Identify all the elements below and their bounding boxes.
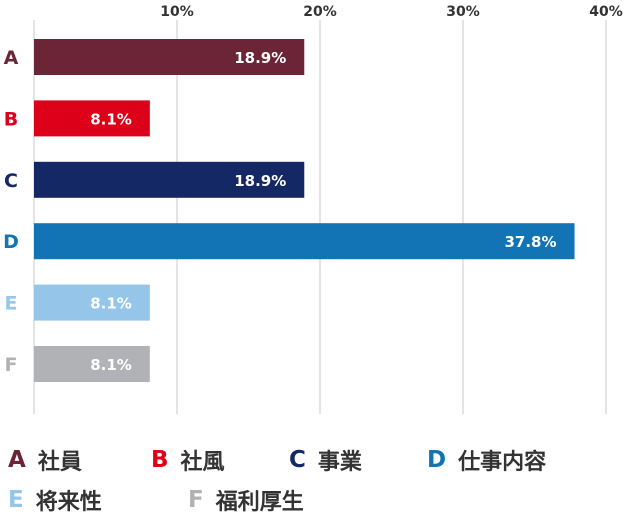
legend-letter-c: C bbox=[289, 447, 306, 473]
bars bbox=[34, 39, 575, 382]
bar-a bbox=[34, 39, 305, 75]
legend-label-c: 事業 bbox=[317, 450, 362, 475]
bar-value-label: 37.8% bbox=[504, 233, 556, 251]
x-tick-label: 30% bbox=[446, 4, 480, 20]
legend-letter-a: A bbox=[8, 447, 26, 473]
legend-letter-e: E bbox=[8, 487, 24, 513]
legend-item-d: D 仕事内容 bbox=[427, 444, 546, 476]
legend-letter-f: F bbox=[188, 487, 204, 513]
category-label: C bbox=[4, 170, 18, 192]
x-tick-label: 20% bbox=[303, 4, 337, 20]
bar-value-labels: 18.9% 8.1% 18.9% 37.8% 8.1% 8.1% bbox=[90, 49, 556, 374]
legend-item-a: A 社員 bbox=[8, 444, 151, 476]
legend-item-c: C 事業 bbox=[289, 444, 427, 476]
category-label: D bbox=[3, 231, 19, 253]
legend-item-b: B 社風 bbox=[151, 444, 289, 476]
legend: A 社員 B 社風 C 事業 D 仕事内容 E 将来性 F 福利厚生 bbox=[8, 440, 638, 520]
bar-value-label: 18.9% bbox=[234, 172, 286, 190]
legend-label-a: 社員 bbox=[37, 450, 82, 475]
bar-b bbox=[34, 100, 150, 137]
legend-item-e: E 将来性 bbox=[8, 484, 188, 516]
bar-value-label: 18.9% bbox=[234, 49, 286, 67]
bar-value-label: 8.1% bbox=[90, 295, 132, 313]
category-label: E bbox=[5, 293, 18, 315]
legend-row-1: A 社員 B 社風 C 事業 D 仕事内容 bbox=[8, 440, 638, 480]
category-labels: A B C D E F bbox=[3, 47, 19, 376]
legend-label-e: 将来性 bbox=[35, 490, 102, 515]
legend-label-d: 仕事内容 bbox=[458, 450, 547, 475]
x-tick-labels: 10% 20% 30% 40% bbox=[160, 4, 623, 20]
bar-value-label: 8.1% bbox=[90, 110, 132, 128]
category-label: A bbox=[4, 47, 19, 69]
bar-e bbox=[34, 284, 150, 321]
category-label: F bbox=[5, 354, 18, 376]
legend-label-b: 社風 bbox=[180, 450, 225, 475]
bar-value-label: 8.1% bbox=[90, 356, 132, 374]
legend-letter-d: D bbox=[427, 447, 447, 473]
legend-label-f: 福利厚生 bbox=[215, 490, 304, 515]
bar-d bbox=[34, 223, 575, 260]
bar-f bbox=[34, 346, 150, 382]
x-tick-label: 40% bbox=[589, 4, 623, 20]
legend-item-f: F 福利厚生 bbox=[188, 484, 304, 516]
legend-letter-b: B bbox=[151, 447, 169, 473]
bar-chart: 10% 20% 30% 40% A B C D E F 18.9% 8.1% 18.9% 37.8% 8… bbox=[3, 4, 623, 414]
category-label: B bbox=[4, 108, 18, 130]
legend-row-2: E 将来性 F 福利厚生 bbox=[8, 480, 638, 520]
x-tick-label: 10% bbox=[160, 4, 194, 20]
bar-c bbox=[34, 161, 305, 198]
